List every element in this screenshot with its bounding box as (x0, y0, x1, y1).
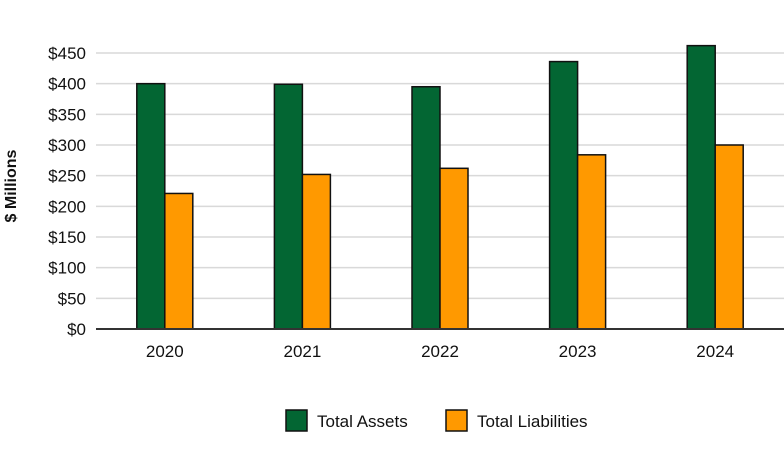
x-tick-label: 2024 (696, 342, 734, 361)
y-tick-label: $300 (48, 136, 86, 155)
bar-total-liabilities-2020 (164, 192, 194, 330)
y-tick-label: $150 (48, 228, 86, 247)
bar-total-assets-2020 (136, 82, 166, 330)
bar-total-liabilities-2023 (576, 154, 607, 330)
legend: Total Assets Total Liabilities (285, 409, 588, 432)
x-tick-labels: 2020 2021 2022 2023 2024 (146, 342, 734, 361)
bars (136, 44, 744, 330)
y-tick-label: $100 (48, 259, 86, 278)
bar-total-liabilities-2022 (439, 167, 469, 330)
x-tick-label: 2023 (559, 342, 597, 361)
x-tick-label: 2021 (283, 342, 321, 361)
y-tick-label: $50 (58, 289, 86, 308)
legend-swatch-total-assets (285, 409, 308, 432)
y-tick-label: $400 (48, 75, 86, 94)
y-tick-labels: $0 $50 $100 $150 $200 $250 $300 $350 $400 $450 (48, 44, 86, 339)
y-tick-label: $450 (48, 44, 86, 63)
bar-total-assets-2021 (273, 83, 304, 330)
bar-total-liabilities-2021 (301, 173, 332, 330)
bar-total-liabilities-2024 (714, 144, 744, 330)
legend-label-total-assets: Total Assets (317, 412, 408, 431)
legend-label-total-liabilities: Total Liabilities (477, 412, 588, 431)
bar-total-assets-2024 (686, 44, 716, 330)
y-tick-label: $350 (48, 105, 86, 124)
y-axis-title: $ Millions (3, 149, 20, 222)
x-tick-label: 2022 (421, 342, 459, 361)
y-tick-label: $250 (48, 167, 86, 186)
x-tick-label: 2020 (146, 342, 184, 361)
bar-total-assets-2023 (548, 60, 579, 330)
legend-swatch-total-liabilities (445, 409, 468, 432)
y-tick-label: $200 (48, 197, 86, 216)
bar-total-assets-2022 (411, 85, 441, 330)
y-tick-label: $0 (67, 320, 86, 339)
